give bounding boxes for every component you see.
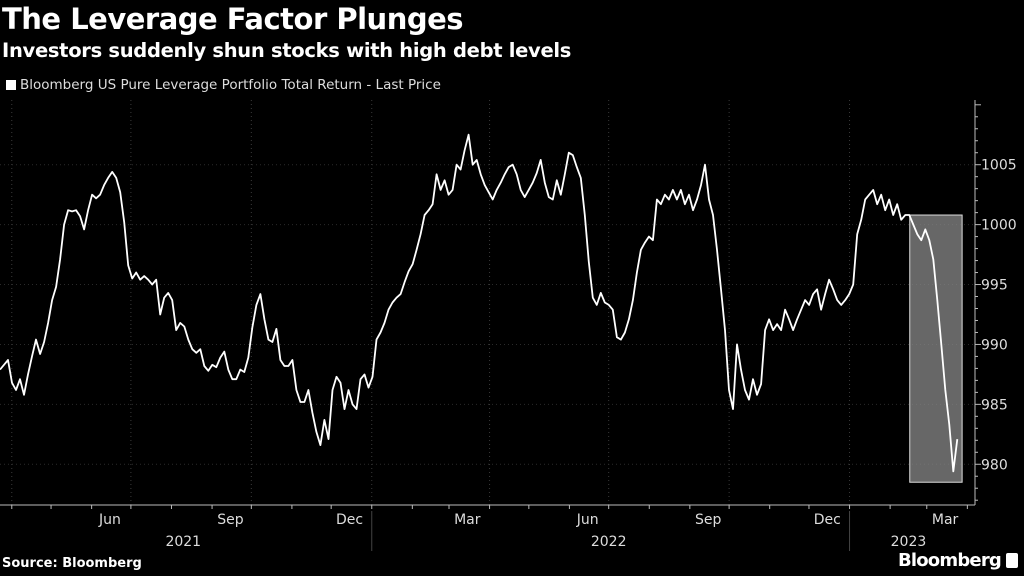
source-note: Source: Bloomberg [2, 556, 142, 571]
bloomberg-logo-icon [1006, 553, 1018, 568]
highlight-box [909, 214, 963, 483]
x-tick-label: Sep [217, 512, 244, 528]
y-tick-label: 995 [981, 278, 1008, 294]
x-tick-label: Dec [336, 512, 363, 528]
x-tick-label: Dec [814, 512, 841, 528]
x-tick-label: Jun [576, 512, 599, 528]
chart-subtitle: Investors suddenly shun stocks with high… [2, 39, 572, 62]
y-tick-label: 985 [981, 397, 1008, 413]
y-tick-label: 1000 [981, 218, 1017, 234]
legend-swatch [6, 80, 16, 90]
year-label: 2022 [591, 534, 627, 550]
legend: Bloomberg US Pure Leverage Portfolio Tot… [6, 77, 441, 93]
chart-title: The Leverage Factor Plunges [2, 2, 464, 36]
x-tick-label: Sep [695, 512, 722, 528]
legend-label: Bloomberg US Pure Leverage Portfolio Tot… [20, 77, 441, 93]
brand-text: Bloomberg [897, 550, 1002, 571]
x-tick-label: Mar [932, 512, 959, 528]
y-tick-label: 980 [981, 457, 1008, 473]
bloomberg-logo: Bloomberg [898, 550, 1018, 571]
x-tick-label: Jun [98, 512, 121, 528]
x-tick-label: Mar [454, 512, 481, 528]
year-label: 2023 [891, 534, 927, 550]
y-tick-label: 990 [981, 337, 1008, 353]
series-line-leverage-portfolio [0, 133, 959, 473]
year-label: 2021 [165, 534, 201, 550]
y-tick-label: 1005 [981, 158, 1017, 174]
